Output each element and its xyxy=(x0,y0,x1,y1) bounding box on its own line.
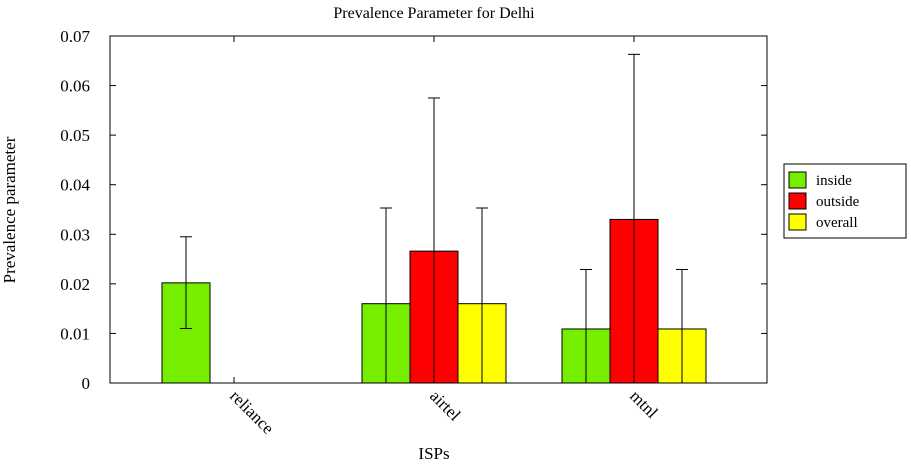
legend-swatch-outside xyxy=(788,192,807,210)
y-tick-label: 0.03 xyxy=(60,225,90,244)
y-tick-label: 0.02 xyxy=(60,275,90,294)
legend-label-outside: outside xyxy=(816,194,860,210)
x-tick-label: reliance xyxy=(226,386,277,437)
y-axis-ticks: 0 0.01 0.02 0.03 0.04 0.05 0.06 0.07 xyxy=(60,27,767,393)
x-tick-label: airtel xyxy=(426,386,464,424)
legend: inside outside overall xyxy=(783,163,907,239)
error-bars xyxy=(180,53,688,383)
x-tick-label: mtnl xyxy=(626,386,662,422)
y-tick-label: 0.07 xyxy=(60,27,90,46)
plot-frame xyxy=(109,35,768,384)
y-tick-label: 0 xyxy=(82,374,91,393)
legend-label-inside: inside xyxy=(816,173,852,189)
legend-swatch-overall xyxy=(788,213,807,231)
y-tick-label: 0.05 xyxy=(60,126,90,145)
legend-label-overall: overall xyxy=(816,215,858,231)
y-tick-label: 0.06 xyxy=(60,77,90,96)
y-tick-label: 0.01 xyxy=(60,324,90,343)
y-tick-label: 0.04 xyxy=(60,176,90,195)
chart-title: Prevalence Parameter for Delhi xyxy=(333,5,535,22)
y-axis-label: Prevalence parameter xyxy=(0,136,19,283)
legend-swatch-inside xyxy=(788,171,807,189)
x-axis-label: ISPs xyxy=(418,444,449,463)
